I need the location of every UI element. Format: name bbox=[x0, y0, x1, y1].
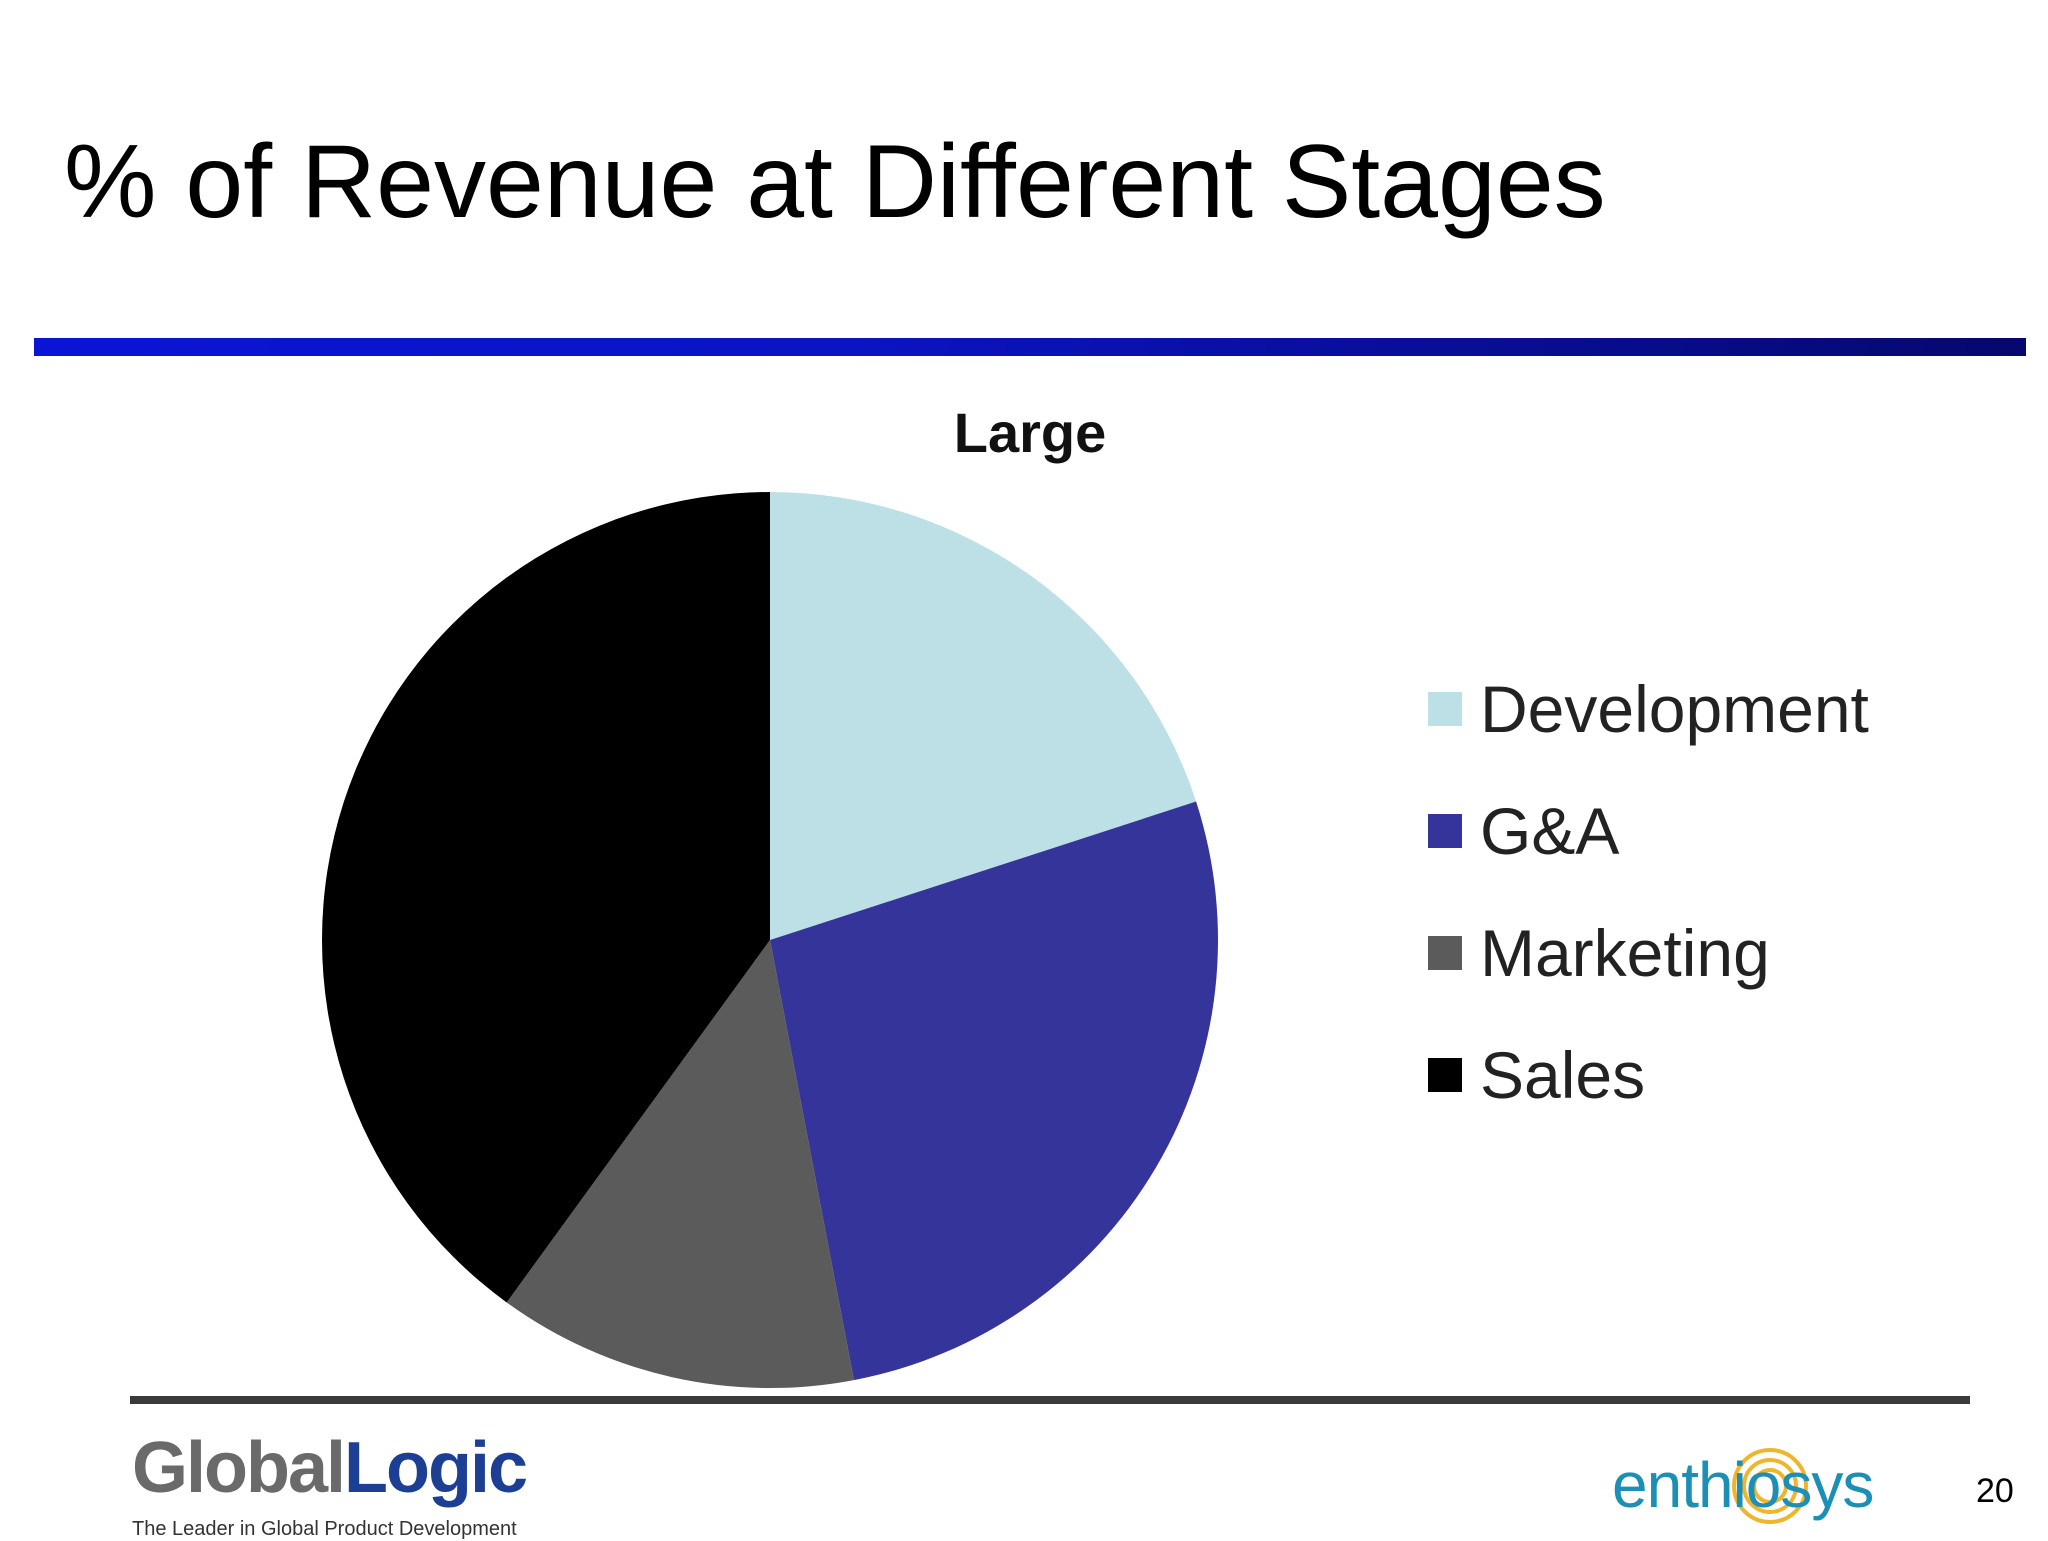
slide-title: % of Revenue at Different Stages bbox=[64, 124, 1606, 240]
legend-item-sales: Sales bbox=[1428, 1014, 1869, 1136]
legend-swatch-development bbox=[1428, 692, 1462, 726]
legend-label-sales: Sales bbox=[1480, 1038, 1646, 1112]
legend-swatch-sales bbox=[1428, 1058, 1462, 1092]
globallogic-logo-part1: Global bbox=[132, 1428, 346, 1508]
globallogic-logo-part2: Logic bbox=[344, 1428, 528, 1508]
legend-swatch-ga bbox=[1428, 814, 1462, 848]
globallogic-tagline: The Leader in Global Product Development bbox=[132, 1518, 517, 1540]
pie-slice-marketing bbox=[506, 940, 854, 1388]
legend-label-development: Development bbox=[1480, 672, 1869, 746]
enthiosys-rings-icon bbox=[1732, 1448, 1808, 1524]
globallogic-logo: GlobalLogic The Leader in Global Product… bbox=[132, 1432, 528, 1541]
legend-label-ga: G&A bbox=[1480, 794, 1620, 868]
globallogic-logo-wordmark: GlobalLogic bbox=[132, 1432, 528, 1504]
legend-item-ga: G&A bbox=[1428, 770, 1869, 892]
chart-title: Large bbox=[953, 401, 1107, 464]
page-number: 20 bbox=[1976, 1472, 2014, 1510]
pie-slice-ga bbox=[770, 801, 1218, 1381]
title-divider bbox=[34, 338, 2026, 356]
legend-item-development: Development bbox=[1428, 648, 1869, 770]
legend-swatch-marketing bbox=[1428, 936, 1462, 970]
pie-slice-sales bbox=[322, 492, 770, 1303]
pie-chart bbox=[322, 492, 1218, 1388]
legend-label-marketing: Marketing bbox=[1480, 916, 1770, 990]
footer-divider bbox=[130, 1396, 1970, 1404]
chart-legend: Development G&A Marketing Sales bbox=[1428, 648, 1869, 1136]
enthiosys-wordmark: enthiosys bbox=[1612, 1449, 1874, 1521]
enthiosys-logo: enthiosys bbox=[1612, 1430, 1882, 1530]
legend-item-marketing: Marketing bbox=[1428, 892, 1869, 1014]
pie-slice-development bbox=[770, 492, 1197, 940]
